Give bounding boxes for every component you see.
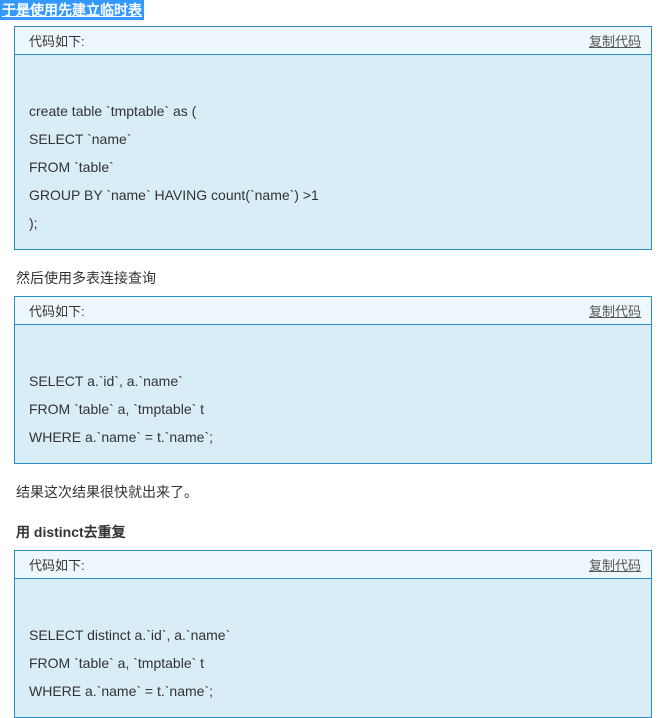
code-header: 代码如下: 复制代码: [15, 551, 651, 579]
code-label: 代码如下:: [29, 31, 85, 50]
section-heading-bold: 用 distinct去重复: [16, 522, 666, 542]
code-label: 代码如下:: [29, 555, 85, 574]
code-block-3: 代码如下: 复制代码 SELECT distinct a.`id`, a.`na…: [14, 550, 652, 718]
code-header: 代码如下: 复制代码: [15, 27, 651, 55]
section-text-3: 结果这次结果很快就出来了。: [16, 482, 666, 502]
copy-code-link[interactable]: 复制代码: [589, 301, 641, 320]
code-body: SELECT distinct a.`id`, a.`name` FROM `t…: [15, 579, 651, 717]
code-label: 代码如下:: [29, 301, 85, 320]
code-body: create table `tmptable` as ( SELECT `nam…: [15, 55, 651, 249]
copy-code-link[interactable]: 复制代码: [589, 31, 641, 50]
section-heading-highlight: 于是使用先建立临时表: [0, 0, 144, 20]
code-body: SELECT a.`id`, a.`name` FROM `table` a, …: [15, 325, 651, 463]
code-block-1: 代码如下: 复制代码 create table `tmptable` as ( …: [14, 26, 652, 250]
copy-code-link[interactable]: 复制代码: [589, 555, 641, 574]
code-header: 代码如下: 复制代码: [15, 297, 651, 325]
section-text-2: 然后使用多表连接查询: [16, 268, 666, 288]
code-block-2: 代码如下: 复制代码 SELECT a.`id`, a.`name` FROM …: [14, 296, 652, 464]
